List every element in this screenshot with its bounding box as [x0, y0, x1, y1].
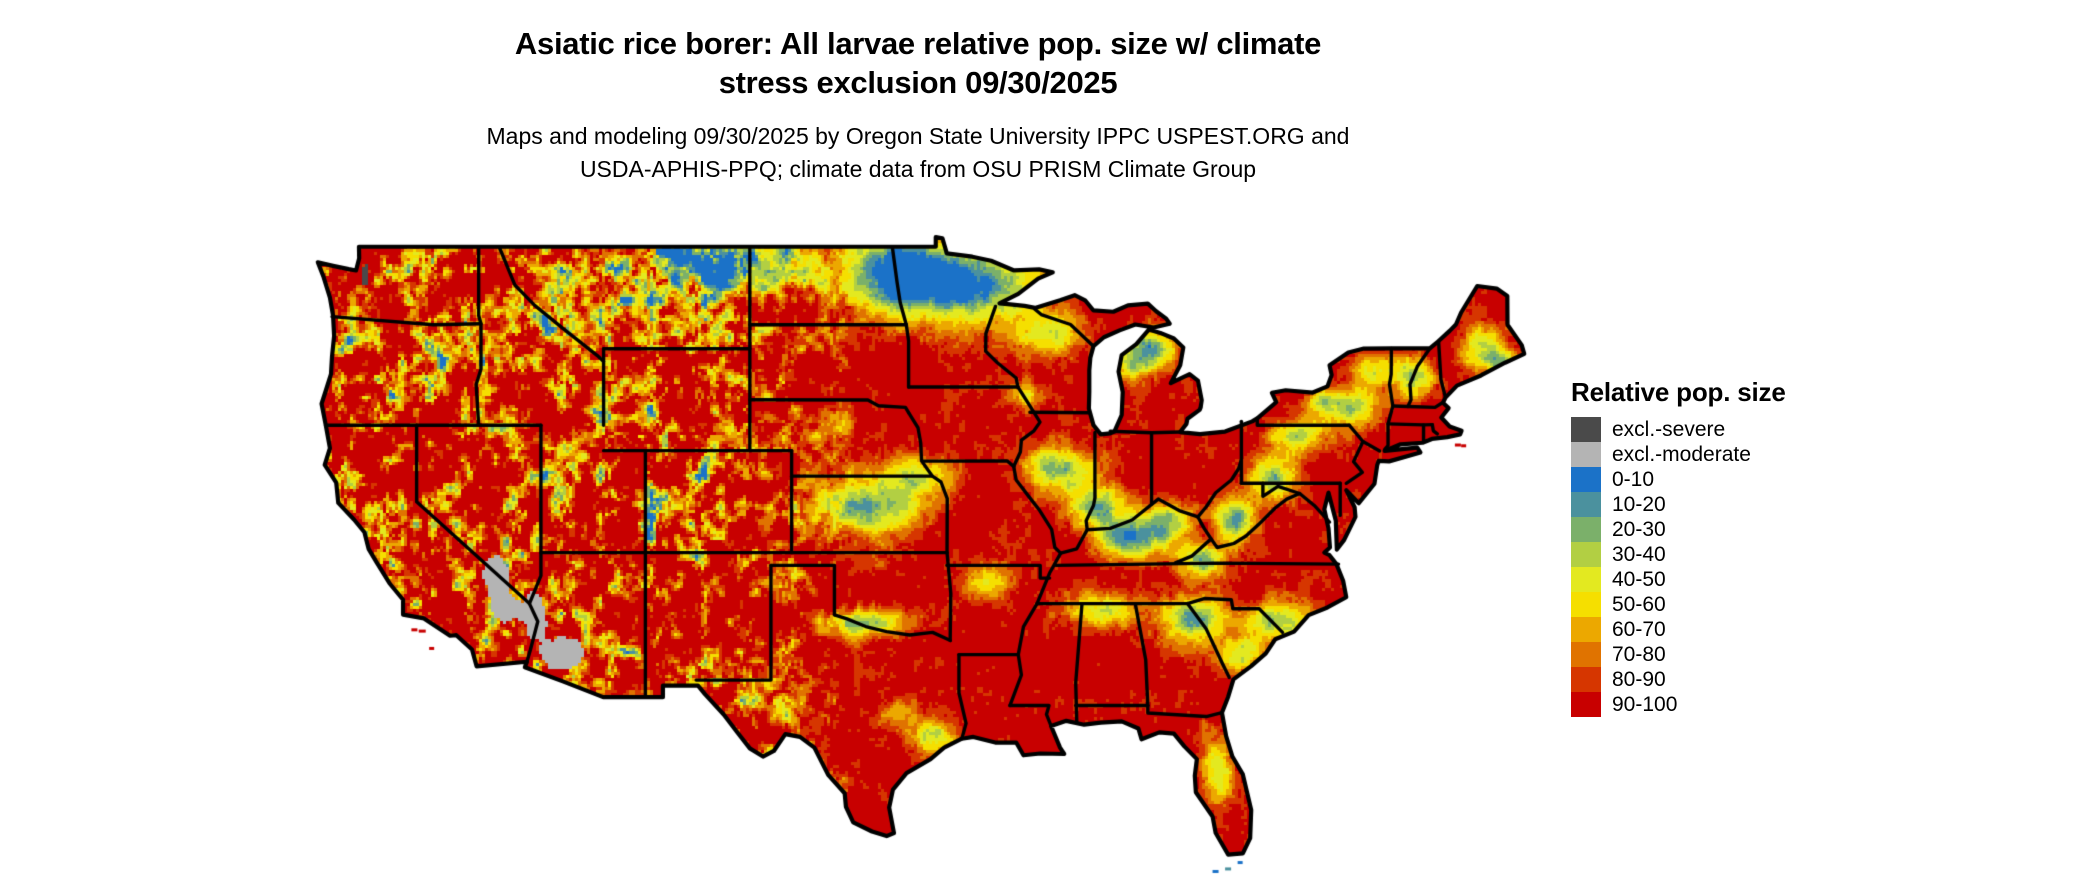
legend-item-label: 20-30	[1612, 518, 1666, 541]
legend-item: 50-60	[1571, 592, 1786, 617]
legend-swatch	[1571, 417, 1601, 442]
legend-title: Relative pop. size	[1571, 377, 1786, 407]
legend-item: 20-30	[1571, 517, 1786, 542]
legend-swatch	[1571, 692, 1601, 717]
legend-swatch	[1571, 617, 1601, 642]
legend-item: excl.-moderate	[1571, 442, 1786, 467]
page-subtitle: Maps and modeling 09/30/2025 by Oregon S…	[0, 120, 1836, 186]
legend-item-label: 60-70	[1612, 618, 1666, 641]
page-title: Asiatic rice borer: All larvae relative …	[0, 24, 1836, 102]
legend-item-label: 80-90	[1612, 668, 1666, 691]
legend-item-label: 0-10	[1612, 468, 1655, 491]
legend-item: 70-80	[1571, 642, 1786, 667]
legend-swatch	[1571, 517, 1601, 542]
legend-swatch	[1571, 592, 1601, 617]
legend-items: excl.-severe excl.-moderate 0-10 10-20 20-30…	[1571, 417, 1786, 717]
legend-swatch	[1571, 467, 1601, 492]
legend-item: 10-20	[1571, 492, 1786, 517]
legend-item: 0-10	[1571, 467, 1786, 492]
legend-item: 40-50	[1571, 567, 1786, 592]
legend-item: 90-100	[1571, 692, 1786, 717]
legend-item-label: 40-50	[1612, 568, 1666, 591]
legend-swatch	[1571, 642, 1601, 667]
page-title-line1: Asiatic rice borer: All larvae relative …	[514, 26, 1322, 61]
legend-item: 80-90	[1571, 667, 1786, 692]
page-title-line2: stress exclusion 09/30/2025	[718, 65, 1118, 100]
us-relative-pop-size-map	[308, 234, 1528, 884]
legend: Relative pop. size excl.-severe excl.-mod…	[1571, 378, 1786, 717]
legend-swatch	[1571, 667, 1601, 692]
legend-swatch	[1571, 442, 1601, 467]
legend-item-label: 90-100	[1612, 693, 1678, 716]
legend-item-label: excl.-severe	[1612, 418, 1726, 441]
legend-item-label: excl.-moderate	[1612, 443, 1751, 466]
page-subtitle-line2: USDA-APHIS-PPQ; climate data from OSU PR…	[579, 156, 1257, 182]
legend-item-label: 50-60	[1612, 593, 1666, 616]
legend-swatch	[1571, 567, 1601, 592]
legend-item-label: 10-20	[1612, 493, 1666, 516]
legend-item-label: 70-80	[1612, 643, 1666, 666]
legend-swatch	[1571, 492, 1601, 517]
legend-item-label: 30-40	[1612, 543, 1666, 566]
legend-swatch	[1571, 542, 1601, 567]
legend-item: 30-40	[1571, 542, 1786, 567]
legend-item: excl.-severe	[1571, 417, 1786, 442]
legend-item: 60-70	[1571, 617, 1786, 642]
page-subtitle-line1: Maps and modeling 09/30/2025 by Oregon S…	[486, 123, 1350, 149]
